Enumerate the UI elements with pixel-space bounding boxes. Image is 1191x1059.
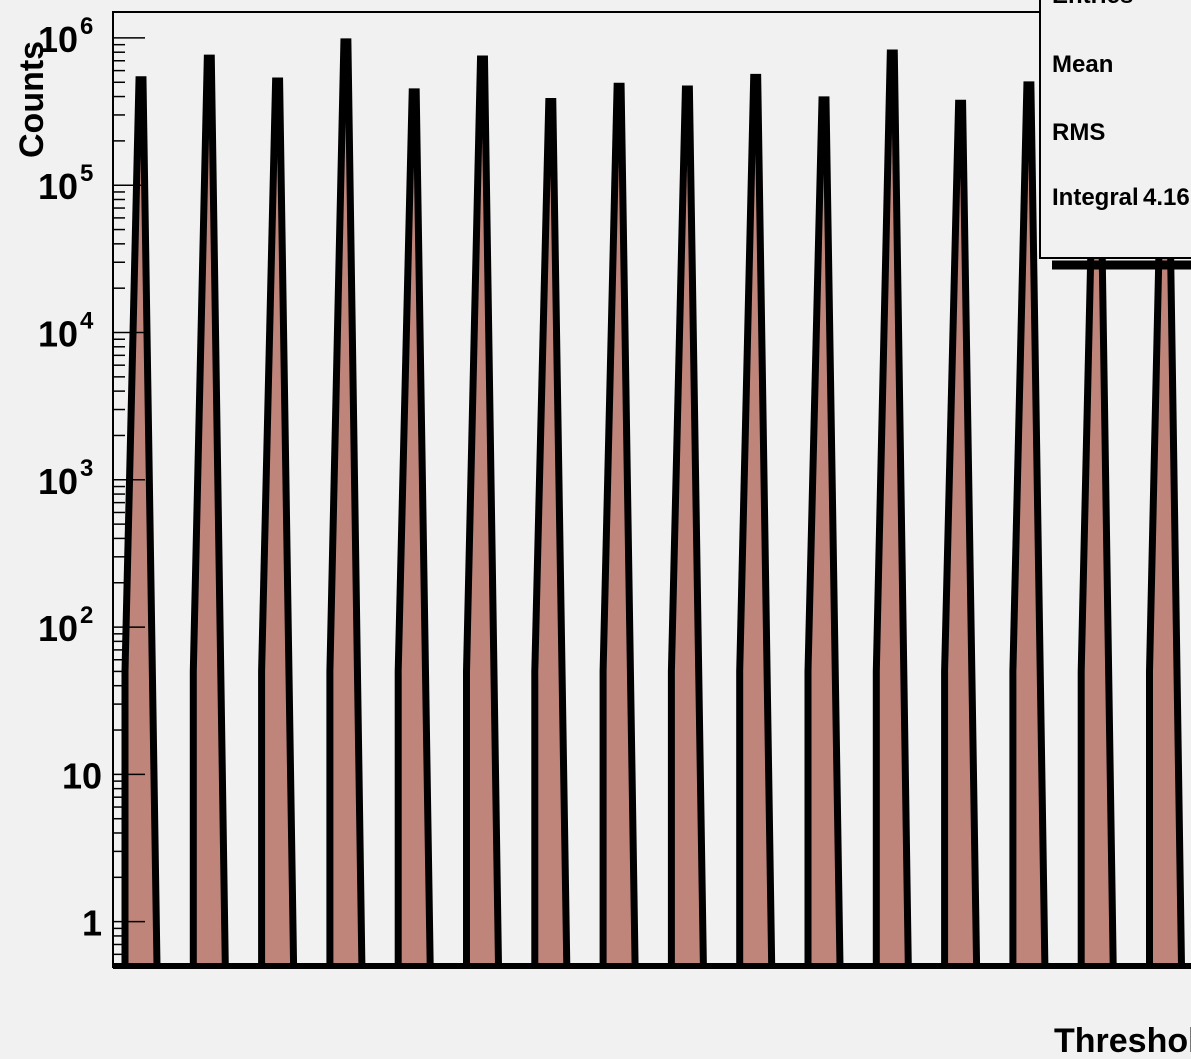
peak-outline	[804, 96, 844, 967]
y-tick-label: 10 4	[38, 308, 94, 355]
peak-outline	[872, 49, 912, 967]
peak-outline	[463, 55, 502, 967]
x-axis-label: Thresholds	[1054, 1022, 1191, 1059]
peak-outline	[941, 99, 981, 967]
y-axis-label: Counts	[13, 41, 51, 158]
y-tick-base: 10	[38, 608, 78, 649]
y-tick-base: 10	[62, 755, 102, 796]
y-tick-label: 1	[82, 903, 102, 944]
stats-integral-value: 4.16	[1143, 184, 1190, 211]
y-tick-base: 10	[38, 314, 78, 355]
stats-integral-label: Integral	[1052, 184, 1139, 211]
peak-outline	[394, 88, 434, 967]
y-tick-label: 10 3	[38, 455, 93, 502]
peak-outline	[326, 38, 366, 967]
stats-mean-label: Mean	[1052, 51, 1113, 78]
y-tick-exponent: 4	[80, 308, 94, 335]
peak-outline	[531, 98, 571, 967]
peak-outline	[258, 77, 298, 967]
y-tick-base: 1	[82, 903, 102, 944]
peak-outline	[1009, 81, 1049, 967]
y-tick-label: 10 6	[38, 13, 93, 60]
y-tick-exponent: 2	[80, 602, 93, 629]
y-tick-label: 10 5	[38, 160, 93, 207]
y-tick-exponent: 3	[80, 455, 93, 482]
y-tick-base: 10	[38, 166, 78, 207]
y-tick-base: 10	[38, 461, 78, 502]
peak-outline	[121, 76, 161, 967]
histogram-peaks	[121, 38, 1185, 967]
peak-outline	[736, 73, 776, 967]
y-tick-exponent: 5	[80, 160, 93, 187]
y-tick-exponent: 6	[80, 13, 93, 40]
peak-outline	[189, 54, 229, 967]
stats-entries-label: Entries	[1052, 0, 1133, 9]
stats-box: Entries Mean RMS Integral 4.16	[1039, 0, 1191, 270]
stats-box-frame	[1039, 0, 1191, 259]
plot-frame	[112, 11, 1191, 968]
stats-rms-label: RMS	[1052, 119, 1105, 146]
peak-outline	[599, 82, 639, 967]
peak-outline	[667, 85, 707, 967]
y-tick-base: 10	[38, 19, 78, 60]
y-tick-label: 10	[62, 755, 102, 796]
y-tick-label: 10 2	[38, 602, 93, 649]
